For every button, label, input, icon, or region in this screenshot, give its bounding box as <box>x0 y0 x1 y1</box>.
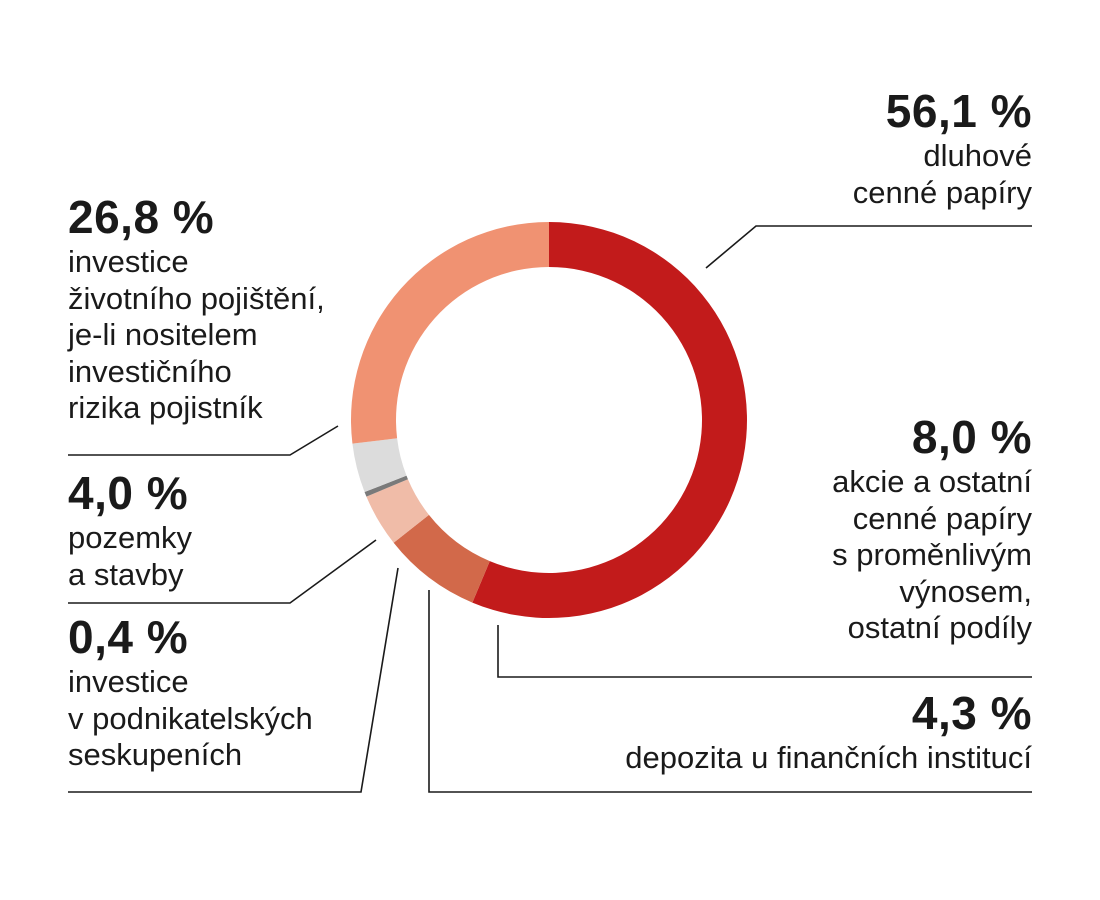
slice-category-label: investice životního pojištění, je-li nos… <box>68 244 325 425</box>
slice-value-label: 4,0 % <box>68 467 189 519</box>
donut-slice-3 <box>364 475 408 497</box>
donut-slice-0 <box>472 222 747 618</box>
donut-slice-5 <box>350 222 549 444</box>
label-land-buildings: 4,0 % pozemky a stavby <box>68 466 192 593</box>
label-debt-securities: 56,1 % dluhové cenné papíry <box>853 84 1032 211</box>
slice-value-label: 56,1 % <box>885 85 1032 137</box>
leader-line-life-insurance <box>68 425 339 456</box>
slice-value-label: 0,4 % <box>68 611 189 663</box>
slice-value-label: 8,0 % <box>911 411 1032 463</box>
leader-line-shares <box>497 625 1032 678</box>
label-deposits: 4,3 % depozita u finančních institucí <box>625 686 1032 777</box>
slice-category-label: akcie a ostatní cenné papíry s proměnliv… <box>832 464 1032 645</box>
slice-category-label: pozemky a stavby <box>68 520 193 592</box>
donut-slices <box>350 222 747 618</box>
leader-lines <box>68 225 1032 793</box>
donut-slice-2 <box>366 479 429 543</box>
label-shares: 8,0 % akcie a ostatní cenné papíry s pro… <box>832 410 1032 647</box>
leader-line-deposits <box>428 590 1032 793</box>
slice-value-label: 4,3 % <box>911 687 1032 739</box>
slice-category-label: investice v podnikatelských seskupeních <box>68 664 313 772</box>
slice-value-label: 26,8 % <box>68 191 215 243</box>
leader-line-group-investments <box>68 567 399 793</box>
label-life-insurance: 26,8 % investice životního pojištění, je… <box>68 190 325 427</box>
leader-line-land-buildings <box>68 539 377 604</box>
slice-category-label: depozita u finančních institucí <box>625 740 1032 775</box>
donut-slice-4 <box>352 438 407 493</box>
slice-category-label: dluhové cenné papíry <box>852 138 1032 210</box>
donut-slice-1 <box>393 514 490 603</box>
leader-line-debt-securities <box>705 225 1032 269</box>
label-group-investments: 0,4 % investice v podnikatelských seskup… <box>68 610 313 774</box>
